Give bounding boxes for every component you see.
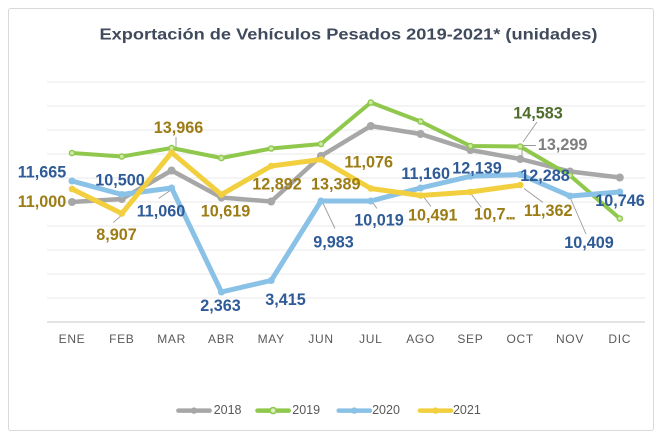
svg-text:13,966: 13,966 — [154, 119, 204, 137]
svg-text:10,491: 10,491 — [408, 207, 458, 225]
svg-text:Exportación de Vehículos Pesad: Exportación de Vehículos Pesados 2019-20… — [100, 27, 598, 44]
svg-text:13,389: 13,389 — [311, 175, 361, 193]
svg-text:MAY: MAY — [258, 332, 285, 346]
svg-text:9,983: 9,983 — [313, 234, 354, 252]
svg-text:OCT: OCT — [506, 332, 533, 346]
svg-text:2019: 2019 — [292, 403, 320, 417]
svg-text:FEB: FEB — [109, 332, 134, 346]
svg-text:8,907: 8,907 — [96, 226, 137, 244]
svg-text:11,665: 11,665 — [18, 164, 67, 182]
svg-text:10,7...: 10,7... — [474, 206, 515, 224]
svg-text:10,019: 10,019 — [354, 211, 404, 229]
svg-text:12,892: 12,892 — [252, 175, 302, 193]
svg-text:12,139: 12,139 — [452, 160, 502, 178]
svg-text:10,409: 10,409 — [564, 234, 614, 252]
svg-text:DIC: DIC — [608, 332, 631, 346]
svg-text:NOV: NOV — [556, 332, 584, 346]
svg-text:10,500: 10,500 — [95, 172, 145, 190]
svg-text:11,076: 11,076 — [344, 154, 393, 172]
svg-text:2,363: 2,363 — [200, 297, 241, 315]
svg-text:12,288: 12,288 — [520, 167, 570, 185]
svg-text:ABR: ABR — [208, 332, 235, 346]
svg-text:JUL: JUL — [359, 332, 382, 346]
svg-text:2021: 2021 — [453, 403, 481, 417]
svg-text:11,000: 11,000 — [18, 193, 67, 211]
svg-text:JUN: JUN — [308, 332, 333, 346]
svg-text:SEP: SEP — [457, 332, 483, 346]
svg-text:2020: 2020 — [372, 403, 400, 417]
svg-text:MAR: MAR — [157, 332, 186, 346]
svg-text:13,299: 13,299 — [538, 136, 588, 154]
svg-text:AGO: AGO — [406, 332, 435, 346]
svg-text:10,746: 10,746 — [595, 192, 645, 210]
svg-text:14,583: 14,583 — [513, 105, 563, 123]
svg-text:3,415: 3,415 — [265, 291, 306, 309]
svg-text:11,060: 11,060 — [137, 203, 186, 221]
svg-text:10,619: 10,619 — [201, 203, 251, 221]
svg-text:11,160: 11,160 — [401, 165, 450, 183]
svg-text:ENE: ENE — [59, 332, 86, 346]
svg-text:2018: 2018 — [214, 403, 242, 417]
svg-text:11,362: 11,362 — [524, 202, 573, 220]
